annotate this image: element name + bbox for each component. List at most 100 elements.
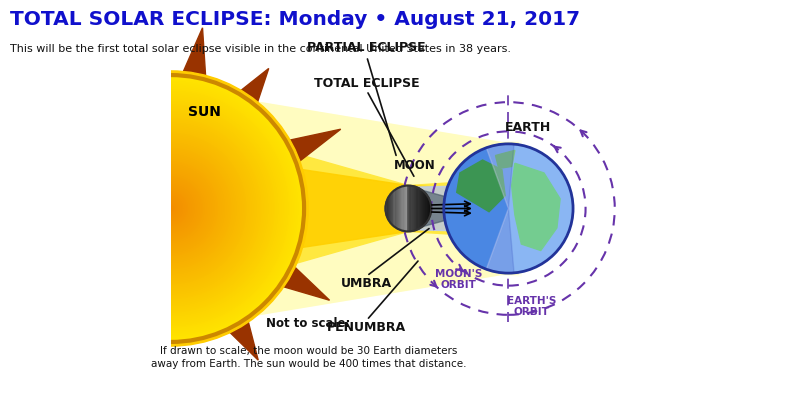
Circle shape (102, 140, 239, 277)
Circle shape (146, 183, 196, 234)
Circle shape (54, 92, 287, 325)
Circle shape (110, 148, 230, 269)
Circle shape (147, 185, 194, 232)
Circle shape (82, 120, 259, 297)
Polygon shape (73, 294, 118, 349)
Text: PENUMBRA: PENUMBRA (327, 321, 406, 334)
Polygon shape (174, 28, 207, 97)
Circle shape (86, 123, 256, 294)
Polygon shape (50, 65, 109, 130)
Circle shape (98, 135, 244, 282)
Circle shape (72, 110, 269, 307)
Circle shape (38, 75, 304, 342)
Polygon shape (190, 91, 522, 326)
Circle shape (122, 160, 219, 257)
Polygon shape (263, 252, 330, 300)
Circle shape (106, 143, 236, 274)
Circle shape (66, 103, 276, 314)
Circle shape (136, 173, 206, 244)
Polygon shape (495, 151, 515, 168)
Text: SUN: SUN (187, 106, 221, 119)
Circle shape (75, 113, 266, 304)
Circle shape (386, 186, 431, 231)
Circle shape (49, 87, 293, 330)
Circle shape (44, 82, 298, 335)
Circle shape (109, 147, 232, 270)
Text: If drawn to scale, the moon would be 30 Earth diameters
away from Earth. The sun: If drawn to scale, the moon would be 30 … (150, 346, 466, 369)
Circle shape (99, 137, 242, 280)
Circle shape (67, 105, 274, 312)
Circle shape (129, 167, 212, 250)
Polygon shape (406, 186, 489, 231)
Circle shape (90, 128, 250, 289)
Circle shape (149, 187, 192, 230)
Circle shape (69, 107, 272, 310)
Polygon shape (224, 68, 269, 123)
Circle shape (158, 195, 184, 222)
Text: PARTIAL ECLIPSE: PARTIAL ECLIPSE (307, 41, 426, 55)
Circle shape (162, 200, 179, 217)
Circle shape (58, 95, 284, 322)
Polygon shape (6, 148, 67, 184)
Circle shape (124, 162, 218, 255)
Circle shape (70, 108, 270, 309)
Circle shape (159, 197, 182, 220)
Circle shape (94, 132, 247, 285)
Text: MOON'S
ORBIT: MOON'S ORBIT (434, 269, 482, 290)
Circle shape (141, 178, 201, 239)
Circle shape (59, 97, 282, 320)
Text: UMBRA: UMBRA (341, 277, 392, 290)
Circle shape (79, 117, 262, 300)
Circle shape (161, 198, 181, 219)
Circle shape (78, 115, 264, 302)
Text: EARTH'S
ORBIT: EARTH'S ORBIT (507, 296, 556, 317)
Circle shape (139, 177, 202, 240)
Circle shape (127, 165, 214, 252)
Circle shape (126, 163, 216, 254)
Circle shape (119, 157, 222, 260)
Polygon shape (0, 233, 67, 273)
Circle shape (55, 93, 286, 324)
Circle shape (89, 127, 252, 290)
Circle shape (107, 145, 234, 272)
Polygon shape (125, 43, 156, 100)
Circle shape (81, 118, 261, 299)
Circle shape (142, 180, 199, 237)
Circle shape (39, 77, 302, 340)
Circle shape (62, 100, 279, 317)
Circle shape (47, 85, 294, 332)
Circle shape (167, 205, 174, 212)
Circle shape (144, 182, 198, 235)
Text: Not to scale:: Not to scale: (266, 317, 350, 330)
Circle shape (156, 193, 186, 224)
Circle shape (152, 190, 189, 227)
Circle shape (92, 130, 249, 287)
Polygon shape (190, 91, 518, 326)
Circle shape (116, 153, 226, 264)
Text: TOTAL SOLAR ECLIPSE: Monday • August 21, 2017: TOTAL SOLAR ECLIPSE: Monday • August 21,… (10, 10, 580, 30)
Wedge shape (386, 186, 408, 231)
Circle shape (87, 125, 254, 292)
Circle shape (112, 150, 229, 267)
Circle shape (132, 170, 209, 247)
Circle shape (150, 188, 190, 229)
Circle shape (33, 71, 308, 346)
Circle shape (41, 78, 301, 339)
Circle shape (84, 122, 258, 295)
Circle shape (95, 133, 246, 284)
Circle shape (52, 90, 289, 327)
Polygon shape (230, 135, 473, 282)
Polygon shape (457, 160, 505, 212)
Wedge shape (486, 144, 573, 273)
Circle shape (121, 158, 221, 259)
Text: This will be the first total solar eclipse visible in the continental United Sta: This will be the first total solar eclip… (10, 44, 510, 54)
Circle shape (169, 207, 172, 210)
Circle shape (134, 172, 207, 245)
Circle shape (50, 88, 290, 329)
Circle shape (166, 203, 176, 214)
Circle shape (114, 152, 227, 265)
Polygon shape (269, 129, 341, 174)
Circle shape (104, 142, 238, 275)
Circle shape (154, 192, 187, 225)
Circle shape (164, 202, 178, 215)
